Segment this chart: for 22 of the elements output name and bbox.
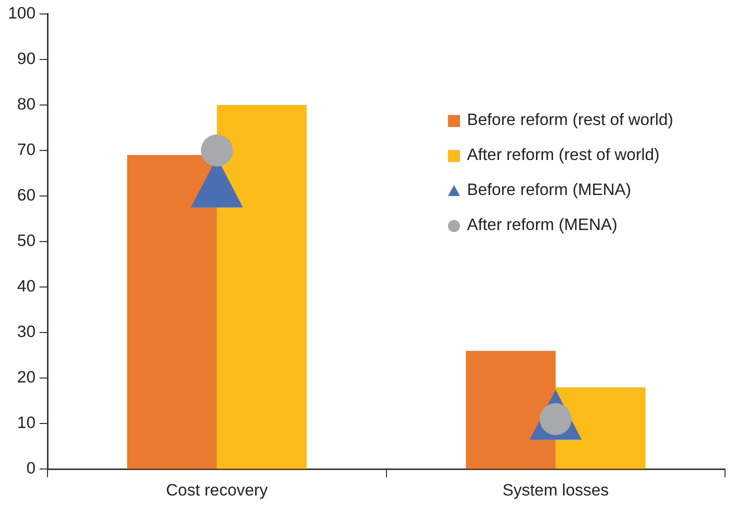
x-tick-label: Cost recovery bbox=[166, 482, 269, 500]
y-tick-label: 10 bbox=[17, 414, 36, 432]
bar bbox=[466, 350, 556, 469]
bar bbox=[127, 155, 217, 469]
y-tick-label: 50 bbox=[17, 232, 36, 250]
y-tick-label: 40 bbox=[17, 278, 36, 296]
y-tick-label: 30 bbox=[17, 323, 36, 342]
x-tick-label: System losses bbox=[502, 482, 609, 500]
legend-label: Before reform (rest of world) bbox=[467, 111, 674, 130]
y-tick-label: 90 bbox=[17, 50, 36, 68]
point bbox=[200, 134, 233, 166]
y-tick-label: 100 bbox=[8, 4, 36, 22]
y-tick-label: 20 bbox=[17, 368, 36, 387]
legend-label: After reform (rest of world) bbox=[467, 146, 660, 165]
y-tick-label: 70 bbox=[17, 141, 36, 160]
y-tick-label: 0 bbox=[26, 460, 36, 478]
legend-label: Before reform (MENA) bbox=[467, 181, 632, 200]
bar bbox=[216, 104, 307, 469]
legend-label: After reform (MENA) bbox=[467, 216, 618, 235]
bar bbox=[556, 387, 646, 469]
y-tick-label: 80 bbox=[17, 96, 36, 114]
y-tick-label: 60 bbox=[17, 186, 36, 205]
